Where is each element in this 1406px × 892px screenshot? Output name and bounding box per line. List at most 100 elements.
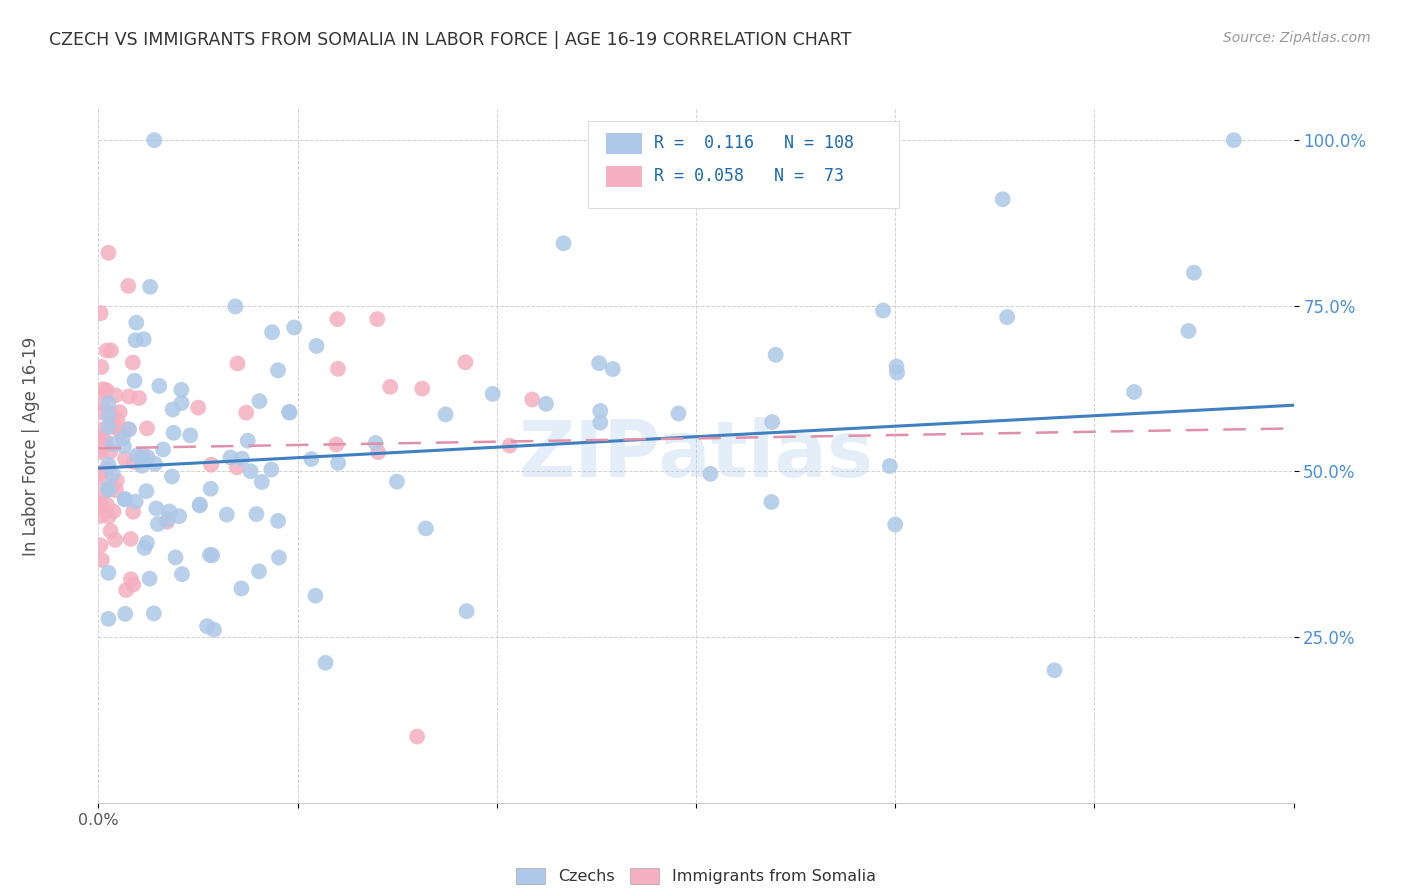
Point	[96, 384, 118, 398]
Point	[100, 524, 122, 538]
Point	[267, 363, 290, 377]
Point	[125, 449, 148, 463]
FancyBboxPatch shape	[606, 133, 643, 153]
Point	[283, 320, 305, 334]
Point	[267, 514, 290, 528]
Point	[94, 434, 117, 449]
Point	[89, 428, 111, 442]
Point	[226, 356, 249, 370]
Point	[100, 416, 122, 430]
Point	[456, 604, 478, 618]
Point	[148, 379, 170, 393]
Point	[1222, 133, 1246, 147]
Point	[146, 516, 169, 531]
Point	[325, 437, 347, 451]
Point	[97, 245, 120, 260]
Point	[135, 484, 157, 499]
Point	[124, 333, 146, 347]
Point	[454, 355, 477, 369]
Point	[136, 421, 159, 435]
Point	[89, 538, 111, 552]
Point	[188, 499, 211, 513]
Point	[886, 359, 908, 374]
Point	[380, 380, 402, 394]
Point	[162, 425, 184, 440]
Point	[179, 428, 201, 442]
Point	[200, 482, 222, 496]
Point	[108, 405, 131, 419]
Point	[90, 359, 112, 374]
Point	[385, 475, 408, 489]
Point	[90, 306, 112, 320]
Text: CZECH VS IMMIGRANTS FROM SOMALIA IN LABOR FORCE | AGE 16-19 CORRELATION CHART: CZECH VS IMMIGRANTS FROM SOMALIA IN LABO…	[49, 31, 852, 49]
Point	[131, 450, 153, 465]
Point	[267, 550, 290, 565]
Point	[187, 401, 209, 415]
Point	[231, 582, 253, 596]
Point	[143, 133, 166, 147]
Point	[200, 458, 222, 472]
Point	[156, 515, 179, 529]
Point	[145, 501, 167, 516]
Point	[499, 439, 522, 453]
Point	[884, 517, 907, 532]
Point	[305, 339, 328, 353]
Point	[366, 312, 388, 326]
Point	[589, 416, 612, 430]
Point	[90, 405, 112, 419]
Point	[278, 406, 301, 420]
Point	[111, 431, 134, 445]
Point	[97, 612, 120, 626]
Point	[411, 382, 433, 396]
FancyBboxPatch shape	[606, 166, 643, 187]
Point	[136, 450, 159, 464]
FancyBboxPatch shape	[588, 121, 900, 208]
Point	[364, 436, 387, 450]
Point	[534, 397, 557, 411]
Point	[105, 474, 128, 488]
Point	[434, 408, 457, 422]
Point	[262, 325, 284, 339]
Point	[125, 316, 148, 330]
Point	[114, 451, 136, 466]
Point	[125, 494, 148, 508]
Point	[239, 464, 262, 478]
Point	[247, 565, 270, 579]
Point	[995, 310, 1018, 325]
Point	[872, 303, 894, 318]
Point	[198, 548, 221, 562]
Point	[120, 532, 142, 546]
Point	[96, 498, 118, 512]
Point	[97, 483, 120, 497]
Point	[235, 406, 257, 420]
Point	[278, 405, 301, 419]
Point	[195, 619, 218, 633]
Point	[112, 439, 135, 453]
Point	[101, 437, 124, 451]
Point	[765, 348, 787, 362]
Point	[97, 481, 120, 495]
Point	[89, 499, 111, 513]
Point	[97, 420, 120, 434]
Point	[124, 374, 146, 388]
Point	[157, 504, 180, 518]
Point	[97, 409, 120, 423]
Point	[100, 406, 122, 420]
Point	[162, 402, 184, 417]
Point	[101, 467, 124, 482]
Point	[91, 382, 114, 396]
Point	[97, 458, 120, 472]
Point	[142, 607, 165, 621]
Point	[991, 192, 1014, 206]
Point	[89, 466, 111, 480]
Point	[201, 548, 224, 562]
Legend: Czechs, Immigrants from Somalia: Czechs, Immigrants from Somalia	[512, 863, 880, 889]
Point	[668, 407, 690, 421]
Point	[143, 457, 166, 471]
Text: In Labor Force | Age 16-19: In Labor Force | Age 16-19	[22, 336, 39, 556]
Point	[299, 452, 322, 467]
Point	[91, 422, 114, 436]
Point	[89, 445, 111, 459]
Point	[122, 455, 145, 469]
Point	[96, 462, 118, 476]
